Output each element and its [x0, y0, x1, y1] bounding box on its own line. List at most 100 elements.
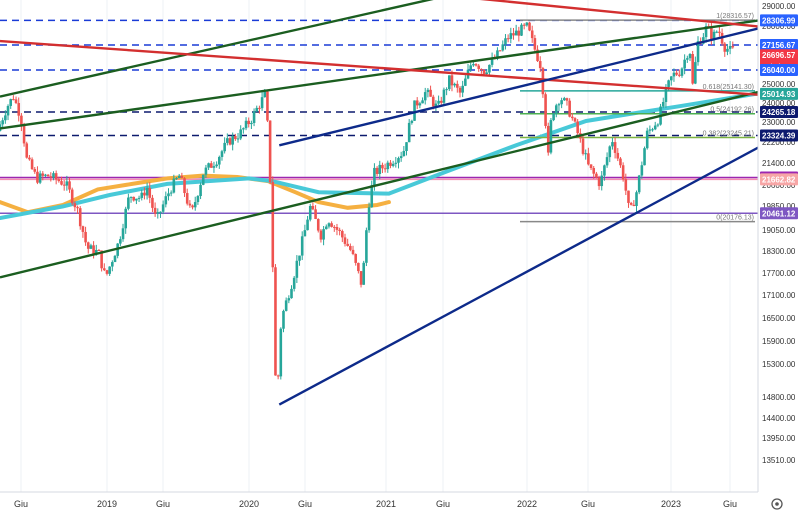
- price-tick-label: 28000.00: [762, 22, 796, 31]
- time-tick-label: 2023: [661, 499, 681, 509]
- candle-body: [338, 229, 341, 231]
- candle-body: [311, 205, 315, 210]
- candle-down: [544, 92, 547, 129]
- candle-up: [648, 125, 652, 134]
- candle-up: [159, 211, 162, 218]
- candle-down: [383, 163, 387, 173]
- candle-body: [193, 202, 197, 208]
- candle-down: [480, 68, 483, 74]
- candle-body: [533, 38, 537, 50]
- candle-up: [426, 88, 430, 98]
- candle-body: [686, 58, 689, 60]
- candle-body: [228, 138, 232, 145]
- candle-body: [587, 153, 590, 165]
- time-tick-label: Giu: [436, 499, 450, 509]
- candle-up: [434, 100, 438, 112]
- candle-body: [683, 59, 686, 69]
- candle-down: [354, 253, 357, 266]
- candle-body: [252, 111, 256, 123]
- candle-up: [303, 224, 307, 237]
- candle-body: [314, 209, 317, 219]
- candle-body: [702, 37, 705, 44]
- price-tick-label: 18300.00: [762, 247, 796, 256]
- candle-up: [554, 103, 558, 118]
- candle-body: [89, 245, 93, 249]
- candle-body: [300, 236, 304, 256]
- candle-up: [552, 112, 555, 122]
- candle-body: [169, 192, 173, 194]
- candle-down: [54, 170, 58, 185]
- price-tick-label: 14400.00: [762, 414, 796, 423]
- settings-gear-icon[interactable]: [771, 498, 783, 510]
- candle-down: [185, 188, 189, 206]
- candle-down: [188, 200, 192, 208]
- candle-up: [640, 161, 644, 179]
- candle-down: [86, 241, 90, 254]
- candle-up: [140, 189, 144, 201]
- candle-up: [161, 200, 165, 215]
- candle-down: [97, 249, 101, 252]
- candle-down: [234, 133, 237, 141]
- candle-body: [239, 129, 242, 139]
- candle-body: [52, 173, 55, 178]
- candle-up: [44, 173, 47, 178]
- candle-body: [375, 167, 379, 174]
- candle-down: [103, 263, 106, 272]
- candle-body: [520, 24, 523, 36]
- candle-down: [474, 63, 478, 67]
- candle-up: [447, 75, 451, 92]
- candle-body: [718, 31, 721, 33]
- candle-up: [394, 156, 398, 168]
- candle-body: [346, 243, 349, 246]
- candle-up: [643, 146, 646, 166]
- candle-body: [349, 245, 352, 250]
- price-marker-value: 24265.18: [762, 108, 796, 117]
- candle-body: [22, 125, 26, 144]
- candle-up: [651, 127, 654, 132]
- price-tick-label: 29000.00: [762, 2, 796, 11]
- candle-body: [60, 181, 63, 185]
- candle-up: [308, 203, 312, 222]
- candle-body: [573, 118, 577, 122]
- candle-up: [402, 146, 406, 157]
- candle-up: [215, 161, 218, 168]
- candle-down: [20, 113, 23, 132]
- candle-body: [143, 192, 146, 196]
- candle-up: [129, 196, 133, 203]
- candle-body: [402, 151, 406, 157]
- candle-up: [605, 152, 609, 168]
- price-marker: 23324.39: [760, 129, 798, 142]
- trend-line: [0, 0, 434, 98]
- candle-body: [407, 122, 411, 143]
- candle-body: [621, 165, 625, 180]
- candle-down: [338, 227, 341, 236]
- candle-up: [656, 123, 660, 128]
- candle-down: [209, 160, 213, 168]
- moving-average-line: [0, 173, 391, 215]
- price-marker-value: 23324.39: [762, 131, 796, 140]
- candle-up: [223, 137, 226, 154]
- candle-body: [335, 227, 339, 230]
- candle-body: [250, 122, 253, 125]
- price-marker: 24265.18: [760, 105, 798, 118]
- candle-down: [316, 218, 320, 233]
- candle-down: [357, 262, 360, 274]
- candle-up: [167, 188, 170, 201]
- candle-up: [653, 121, 657, 131]
- candle-body: [268, 120, 272, 183]
- candle-body: [723, 43, 727, 52]
- candle-down: [247, 117, 251, 128]
- candle-up: [645, 127, 649, 150]
- candle-up: [193, 196, 197, 211]
- candle-up: [135, 198, 138, 205]
- price-marker-value: 26040.00: [762, 66, 796, 75]
- fib-label: 0.5(24192.26): [710, 107, 754, 114]
- trend-line: [479, 0, 758, 28]
- candle-up: [65, 175, 69, 191]
- price-marker-value: 25014.93: [762, 90, 796, 99]
- candles: [0, 20, 735, 380]
- time-tick-label: Giu: [723, 499, 737, 509]
- candle-down: [677, 69, 681, 78]
- candle-down: [621, 162, 625, 182]
- candle-body: [504, 38, 507, 45]
